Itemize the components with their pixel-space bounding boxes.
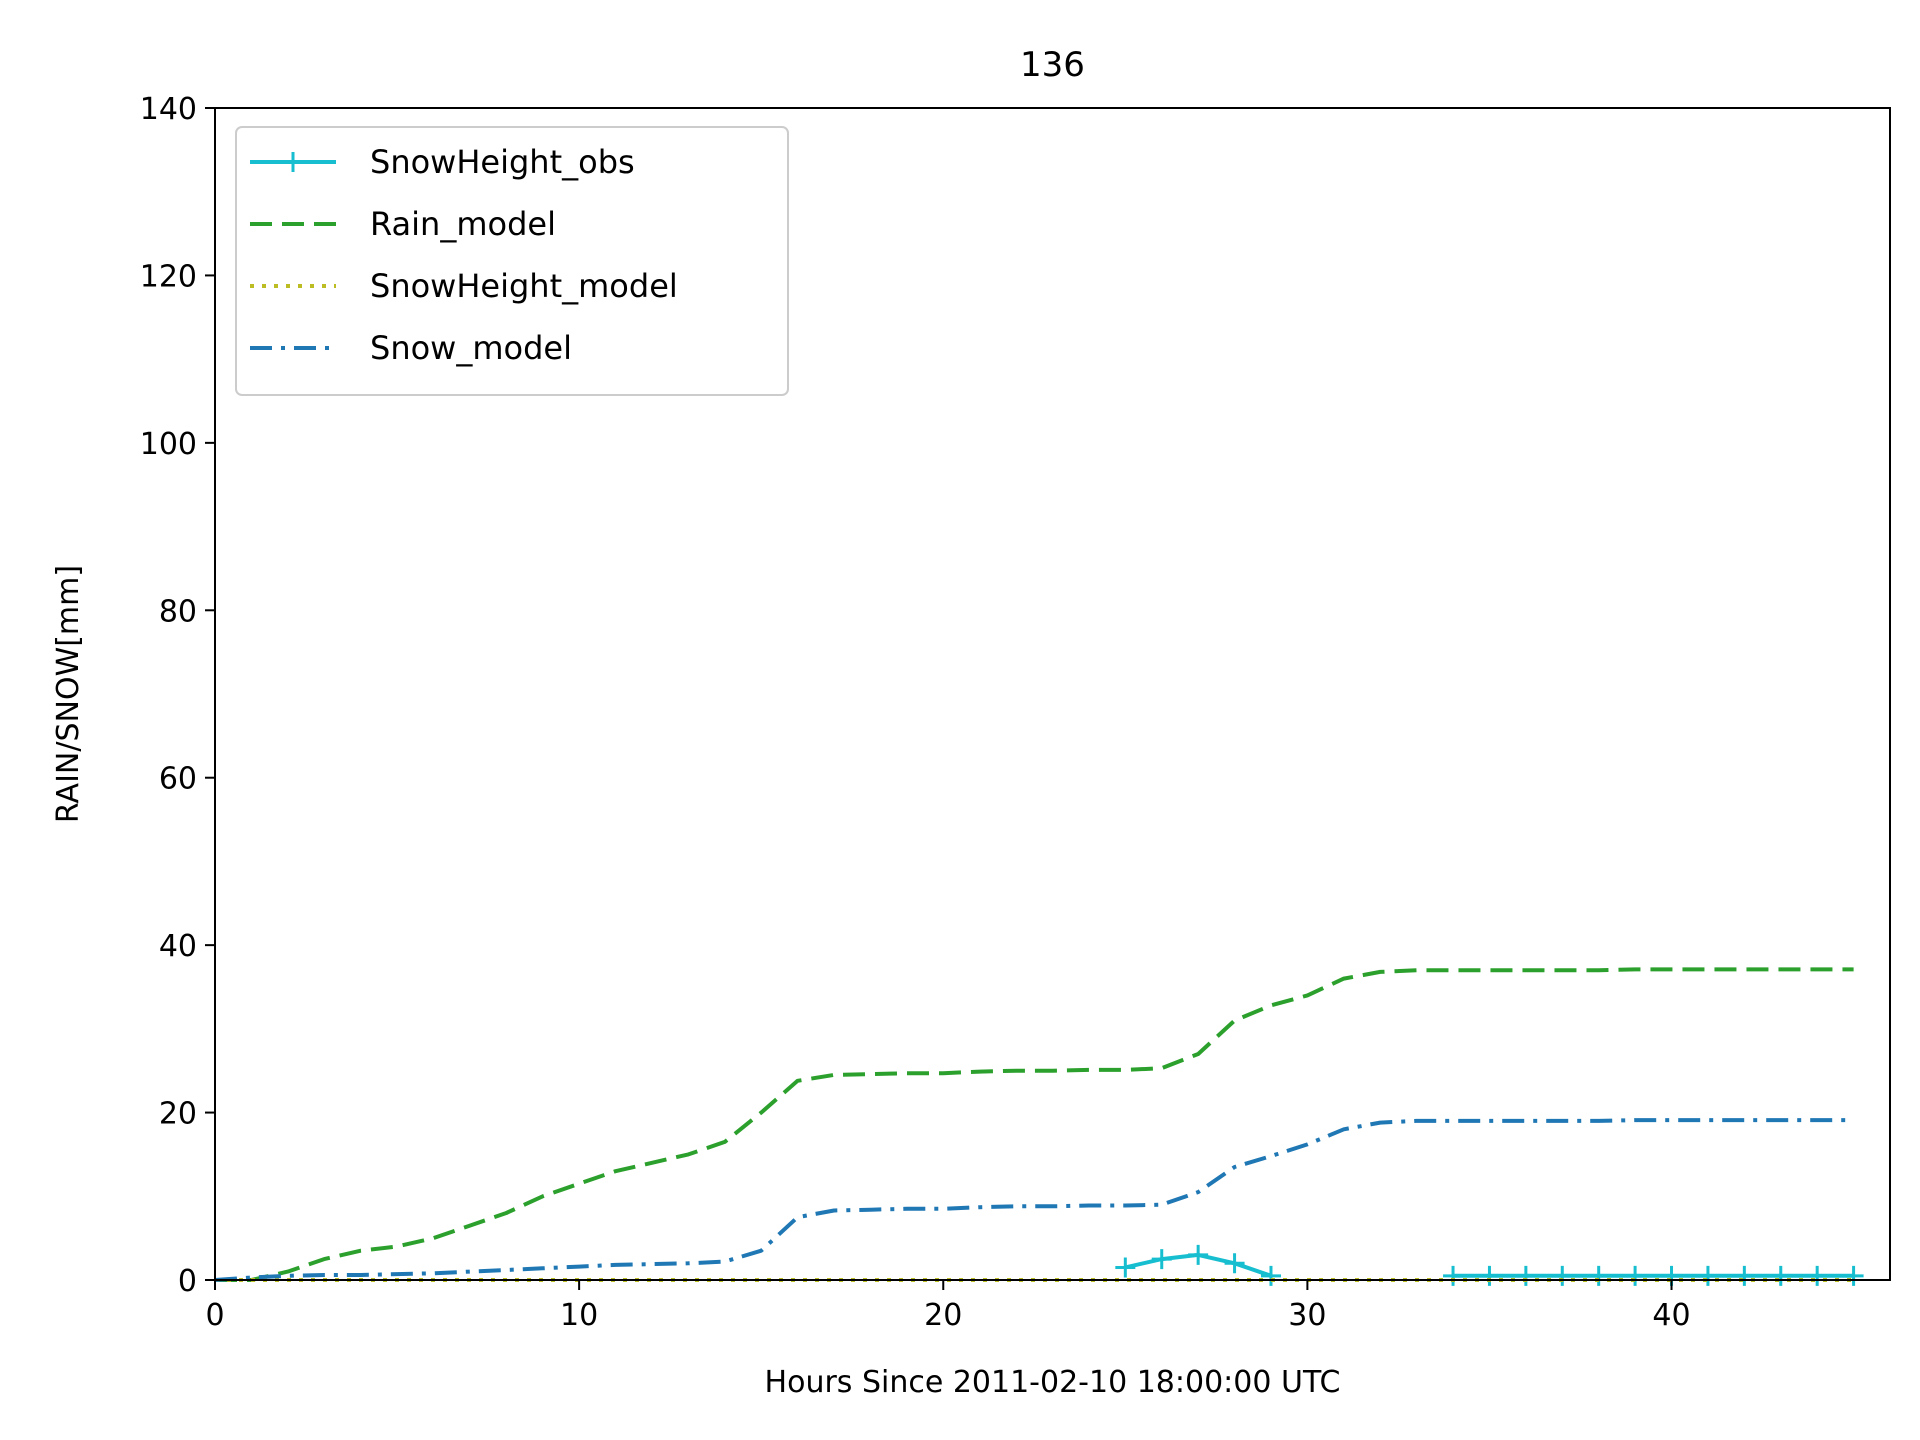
y-tick-label: 0: [178, 1264, 197, 1299]
data-point: [1625, 1265, 1646, 1286]
data-point: [1807, 1265, 1828, 1286]
data-point: [1770, 1265, 1791, 1286]
data-point: [1151, 1249, 1172, 1270]
x-tick-label: 30: [1288, 1298, 1326, 1333]
legend-item: Snow_model: [250, 329, 572, 367]
legend-marker: [283, 152, 303, 172]
y-tick-label: 120: [140, 259, 197, 294]
y-tick-label: 80: [159, 594, 197, 629]
legend-item: SnowHeight_model: [250, 267, 678, 305]
legend-label: Rain_model: [370, 205, 556, 243]
data-point: [1515, 1265, 1536, 1286]
x-tick-label: 10: [560, 1298, 598, 1333]
x-tick-label: 0: [205, 1298, 224, 1333]
series-line-Snow_model: [214, 1118, 1854, 1282]
data-point: [1588, 1265, 1609, 1286]
data-point: [1443, 1265, 1464, 1286]
data-point: [1115, 1257, 1136, 1278]
data-point: [1843, 1265, 1864, 1286]
x-tick-label: 20: [924, 1298, 962, 1333]
series-SnowHeight_obs: [1115, 1244, 1864, 1286]
legend-item: Rain_model: [250, 205, 556, 243]
legend: SnowHeight_obs Rain_model SnowHeight_model…: [235, 126, 789, 396]
data-point: [1552, 1265, 1573, 1286]
axes: 0 10 20 30 40 0 20 40 60 80 100 120 140: [140, 92, 1891, 1333]
data-point: [1188, 1244, 1209, 1265]
legend-label: Snow_model: [370, 329, 572, 367]
x-tick-label: 40: [1652, 1298, 1690, 1333]
x-axis-label: Hours Since 2011-02-10 18:00:00 UTC: [765, 1365, 1341, 1400]
data-point: [1479, 1265, 1500, 1286]
legend-label: SnowHeight_obs: [370, 143, 635, 181]
y-tick-label: 140: [140, 92, 197, 127]
y-tick-label: 40: [159, 929, 197, 964]
y-axis-label: RAIN/SNOW[mm]: [51, 565, 86, 823]
legend-item: SnowHeight_obs: [250, 143, 635, 181]
legend-label: SnowHeight_model: [370, 267, 678, 305]
y-tick-label: 100: [140, 427, 197, 462]
chart-title: 136: [1020, 45, 1085, 85]
data-point: [1260, 1265, 1281, 1286]
data-point: [1734, 1265, 1755, 1286]
plot-frame: [214, 107, 1891, 1281]
data-point: [1697, 1265, 1718, 1286]
series-Snow_model: [214, 1118, 1854, 1282]
data-point: [1224, 1253, 1245, 1274]
legend-box: [235, 126, 789, 396]
y-tick-label: 20: [159, 1097, 197, 1132]
y-tick-label: 60: [159, 762, 197, 797]
